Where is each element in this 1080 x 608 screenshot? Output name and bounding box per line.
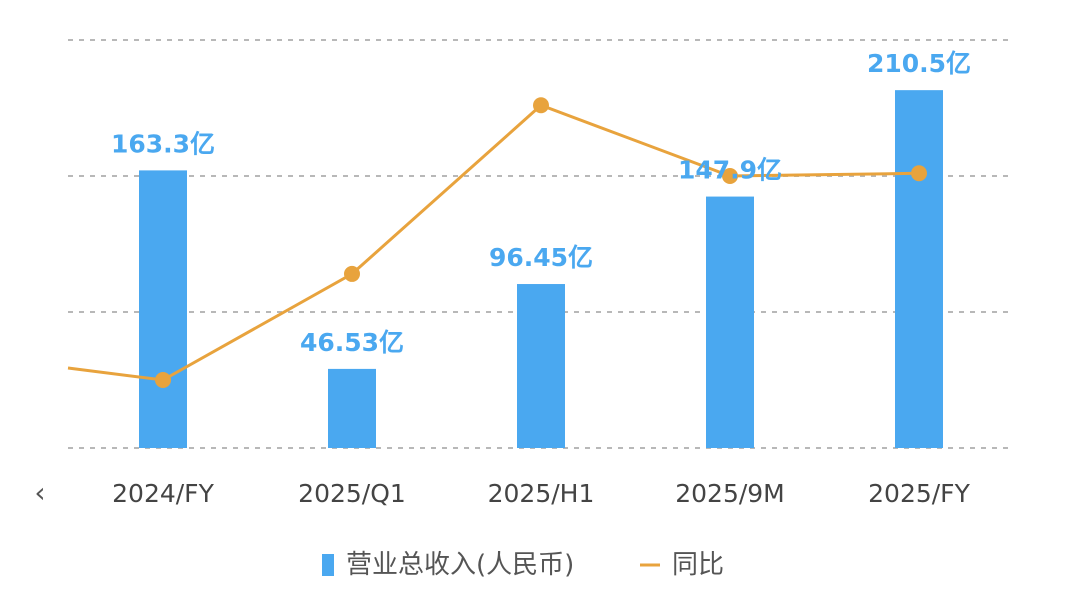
bar-value-label: 210.5亿 [867,49,971,78]
x-tick-label: 2024/FY [112,479,214,508]
bar-layer [139,90,943,449]
x-tick-label: 2025/H1 [488,479,595,508]
bar [139,170,187,448]
x-axis-ticks: 2024/FY 2025/Q1 2025/H1 2025/9M 2025/FY [112,479,970,508]
yoy-point [344,265,360,282]
x-tick-label: 2025/Q1 [298,479,406,508]
bar [895,90,943,449]
chevron-left-icon[interactable]: ‹ [34,476,45,509]
x-tick-label: 2025/FY [868,479,970,508]
yoy-point [533,97,549,114]
label-layer: 163.3亿 46.53亿 96.45亿 147.9亿 210.5亿 [111,49,971,357]
yoy-line [67,103,920,382]
bar-value-label: 46.53亿 [300,328,404,357]
bar [517,284,565,448]
bar-value-label: 96.45亿 [489,243,593,272]
legend-bar-swatch [322,554,334,576]
legend-bar-label: 营业总收入(人民币) [346,550,574,580]
legend-line-label: 同比 [672,550,724,580]
bar [706,196,754,448]
bar [328,368,376,448]
x-tick-label: 2025/9M [675,479,785,508]
legend: 营业总收入(人民币) 同比 [322,550,724,580]
grid-layer [68,39,1010,449]
bar-value-label: 163.3亿 [111,129,215,158]
yoy-point [155,372,171,388]
bar-value-label: 147.9亿 [678,156,782,185]
yoy-point [722,168,738,184]
yoy-point [911,165,927,182]
line-layer [67,97,927,388]
